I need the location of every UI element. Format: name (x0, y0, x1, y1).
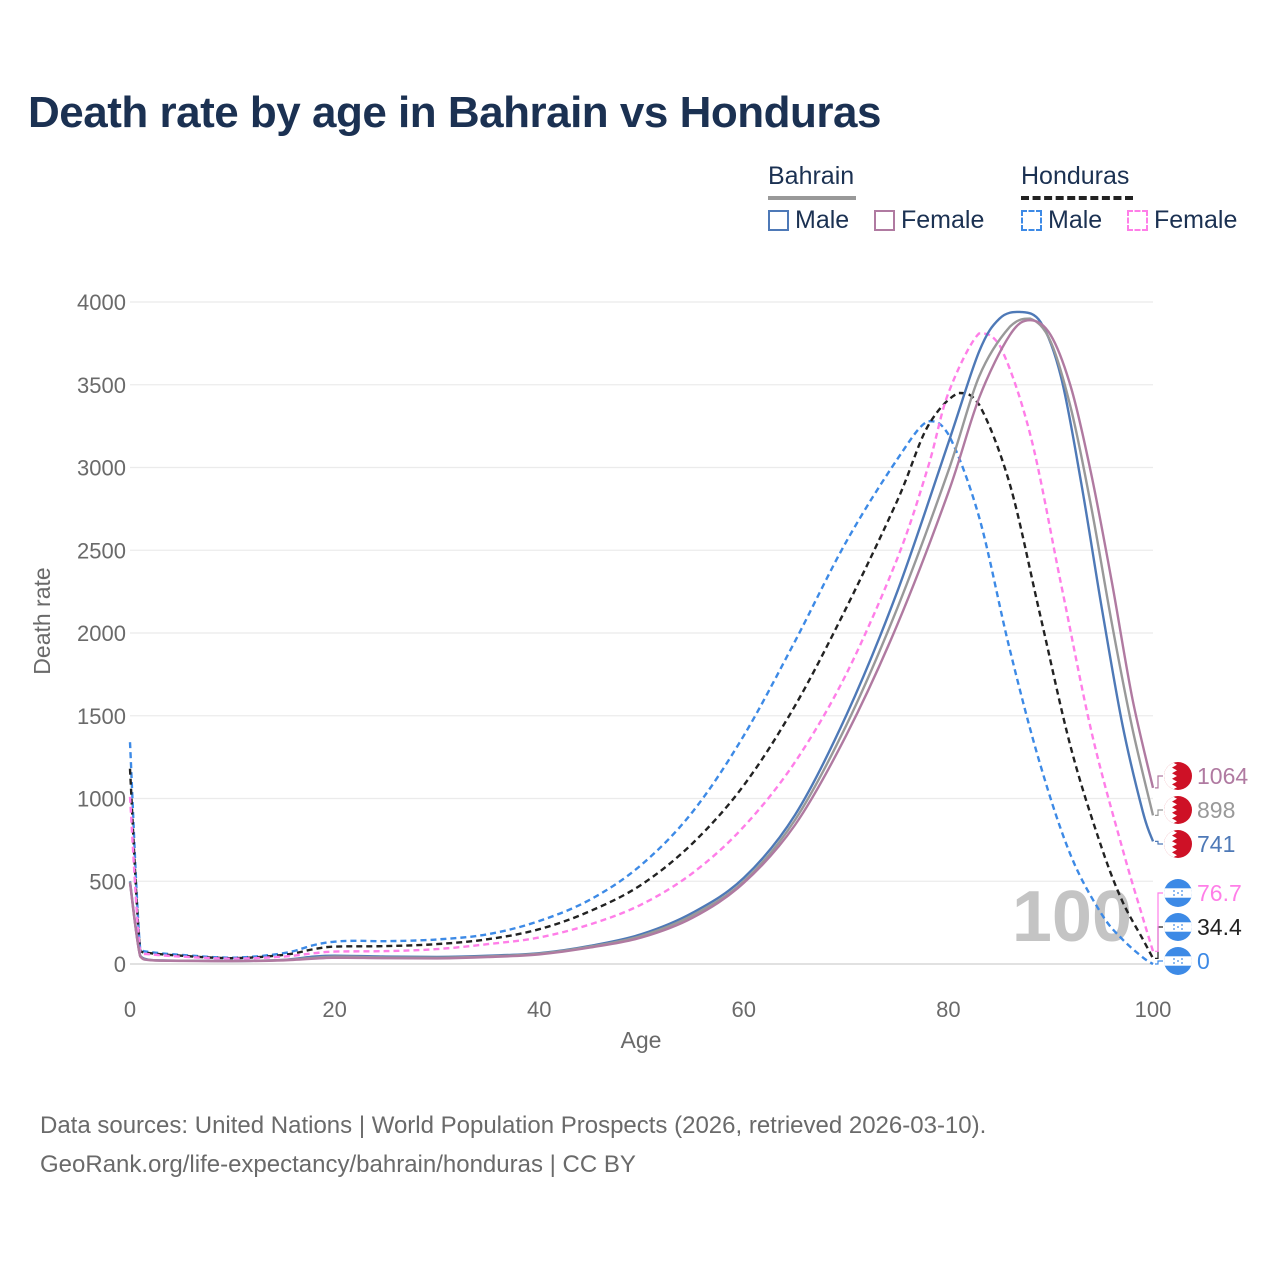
y-tick-3000: 3000 (77, 456, 126, 481)
y-tick-1000: 1000 (77, 787, 126, 812)
source-line-1: Data sources: United Nations | World Pop… (40, 1112, 987, 1139)
legend-label-honduras-female: Female (1154, 206, 1238, 234)
series-lines (128, 310, 1155, 966)
series-line-bahrain-female[interactable] (128, 319, 1155, 963)
bahrain-flag-icon-bahrain-male (1164, 830, 1192, 858)
connector-bahrain-male (1155, 840, 1163, 845)
x-tick-60: 60 (732, 997, 756, 1022)
end-value-bahrain-female: 1064 (1197, 763, 1248, 789)
legend-label-bahrain-female: Female (901, 206, 985, 234)
y-tick-0: 0 (114, 952, 126, 977)
legend-item-bahrain-male[interactable]: Male (768, 206, 849, 235)
series-line-bahrain-male[interactable] (128, 310, 1155, 963)
series-line-honduras-male[interactable] (128, 420, 1154, 966)
x-tick-80: 80 (936, 997, 960, 1022)
end-labels: 0 34.4 76.7 741 898 1064 (1155, 762, 1248, 975)
y-axis-label: Death rate (29, 567, 55, 674)
end-value-bahrain-male: 741 (1197, 831, 1235, 857)
legend-swatch-bahrain-female (874, 210, 895, 231)
connector-honduras-female (1155, 892, 1163, 952)
series-line-bahrain-total[interactable] (128, 317, 1155, 963)
y-tick-2500: 2500 (77, 538, 126, 563)
y-tick-1500: 1500 (77, 704, 126, 729)
legend-swatch-honduras-female (1127, 210, 1148, 231)
bahrain-flag-icon-bahrain-total (1164, 796, 1192, 824)
legend-item-honduras-male[interactable]: Male (1021, 206, 1102, 235)
legend-item-honduras-female[interactable]: Female (1127, 206, 1237, 235)
connector-bahrain-total (1155, 809, 1163, 816)
x-tick-40: 40 (527, 997, 551, 1022)
y-tick-500: 500 (89, 869, 126, 894)
legend-item-bahrain-female[interactable]: Female (874, 206, 984, 235)
legend-swatch-honduras-male (1021, 210, 1042, 231)
source-line-2[interactable]: GeoRank.org/life-expectancy/bahrain/hond… (40, 1151, 636, 1178)
connector-honduras-total (1155, 926, 1163, 959)
legend-label-honduras-male: Male (1048, 206, 1103, 234)
end-value-honduras-total: 34.4 (1197, 914, 1242, 940)
bahrain-flag-icon-bahrain-female (1164, 762, 1192, 790)
series-line-honduras-female[interactable] (128, 332, 1155, 960)
legend-label-bahrain-male: Male (795, 206, 850, 234)
x-tick-0: 0 (124, 997, 136, 1022)
legend-line-bahrain (768, 196, 856, 200)
legend-country-honduras: Honduras (1021, 162, 1130, 190)
x-tick-100: 100 (1135, 997, 1172, 1022)
source-note: Data sources: United Nations | World Pop… (40, 1106, 986, 1184)
end-value-bahrain-total: 898 (1197, 797, 1235, 823)
watermark-age: 100 (1012, 877, 1132, 957)
legend-country-bahrain: Bahrain (768, 162, 855, 190)
grid (130, 301, 1153, 965)
honduras-flag-icon-honduras-female (1164, 879, 1192, 907)
connector-honduras-male (1155, 960, 1163, 965)
end-value-honduras-male: 0 (1197, 948, 1210, 974)
y-tick-4000: 4000 (77, 290, 126, 315)
honduras-flag-icon-honduras-total (1164, 913, 1192, 941)
y-tick-3500: 3500 (77, 373, 126, 398)
honduras-flag-icon-honduras-male (1164, 947, 1192, 975)
series-line-honduras-total[interactable] (128, 391, 1155, 960)
legend-line-honduras (1021, 196, 1133, 200)
y-tick-2000: 2000 (77, 621, 126, 646)
x-tick-20: 20 (322, 997, 346, 1022)
end-value-honduras-female: 76.7 (1197, 880, 1242, 906)
connector-bahrain-female (1155, 775, 1163, 789)
x-axis-label: Age (621, 1027, 662, 1053)
legend-swatch-bahrain-male (768, 210, 789, 231)
chart-title: Death rate by age in Bahrain vs Honduras (28, 88, 881, 137)
axes: 0 500 1000 1500 2000 2500 3000 3500 4000 0 20 40 60 8… (77, 290, 1171, 1022)
